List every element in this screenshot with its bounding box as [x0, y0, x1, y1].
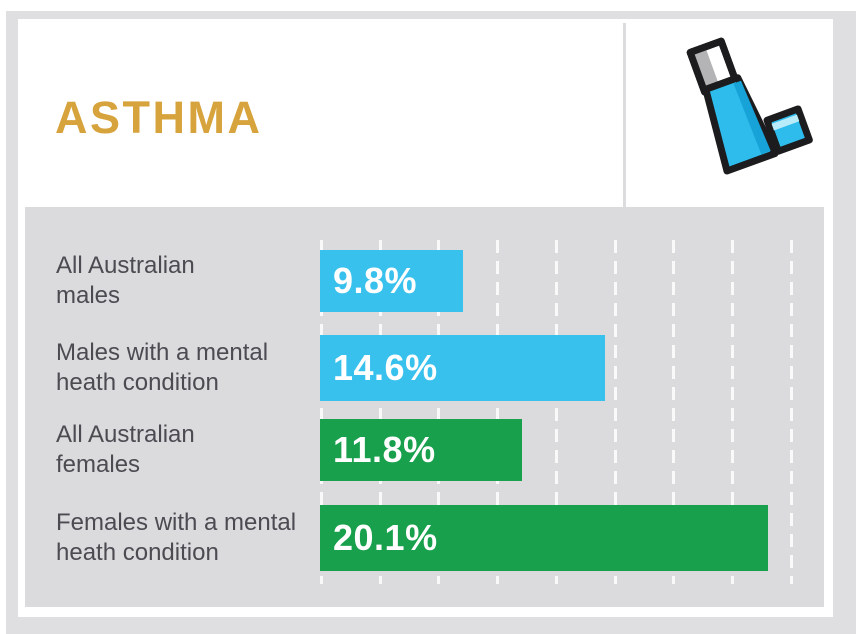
bar-females-mental-heath: 20.1% — [320, 505, 768, 571]
gridline — [672, 240, 675, 584]
header-divider — [623, 23, 626, 207]
bar-label-line: heath condition — [56, 369, 219, 396]
bar-label-line: All Australian — [56, 252, 195, 279]
gridline — [320, 240, 323, 584]
page-title: ASTHMA — [55, 92, 263, 143]
bar-label-line: Females with a mental — [56, 509, 297, 536]
chart-panel: All Australian males 9.8% Males with a m… — [25, 207, 824, 607]
infographic-card: ASTHMA All Australian males 9.8% — [18, 19, 833, 617]
bar-males-mental-heath: 14.6% — [320, 335, 605, 401]
inhaler-icon — [663, 33, 813, 195]
gridline — [555, 240, 558, 584]
gridline — [437, 240, 440, 584]
bar-value: 11.8% — [333, 429, 436, 470]
bar-label-females-mental-heath: Females with a mental heath condition — [56, 508, 318, 568]
bar-label-line: All Australian — [56, 421, 195, 448]
bar-label-line: males — [56, 282, 121, 309]
bar-value: 14.6% — [333, 347, 438, 388]
gridline — [614, 240, 617, 584]
bar-label-line: females — [56, 451, 141, 478]
bar-all-australian-males: 9.8% — [320, 250, 463, 312]
bar-label-all-australian-males: All Australian males — [56, 251, 318, 311]
gridline — [496, 240, 499, 584]
bar-label-males-mental-heath: Males with a mental heath condition — [56, 338, 318, 398]
bar-value: 20.1% — [333, 517, 438, 558]
bar-label-line: Males with a mental — [56, 339, 269, 366]
bar-all-australian-females: 11.8% — [320, 419, 522, 481]
gridline — [731, 240, 734, 584]
bar-label-all-australian-females: All Australian females — [56, 420, 318, 480]
bar-label-line: heath condition — [56, 539, 219, 566]
gridline — [790, 240, 793, 584]
bar-value: 9.8% — [333, 260, 418, 301]
gridline — [379, 240, 382, 584]
